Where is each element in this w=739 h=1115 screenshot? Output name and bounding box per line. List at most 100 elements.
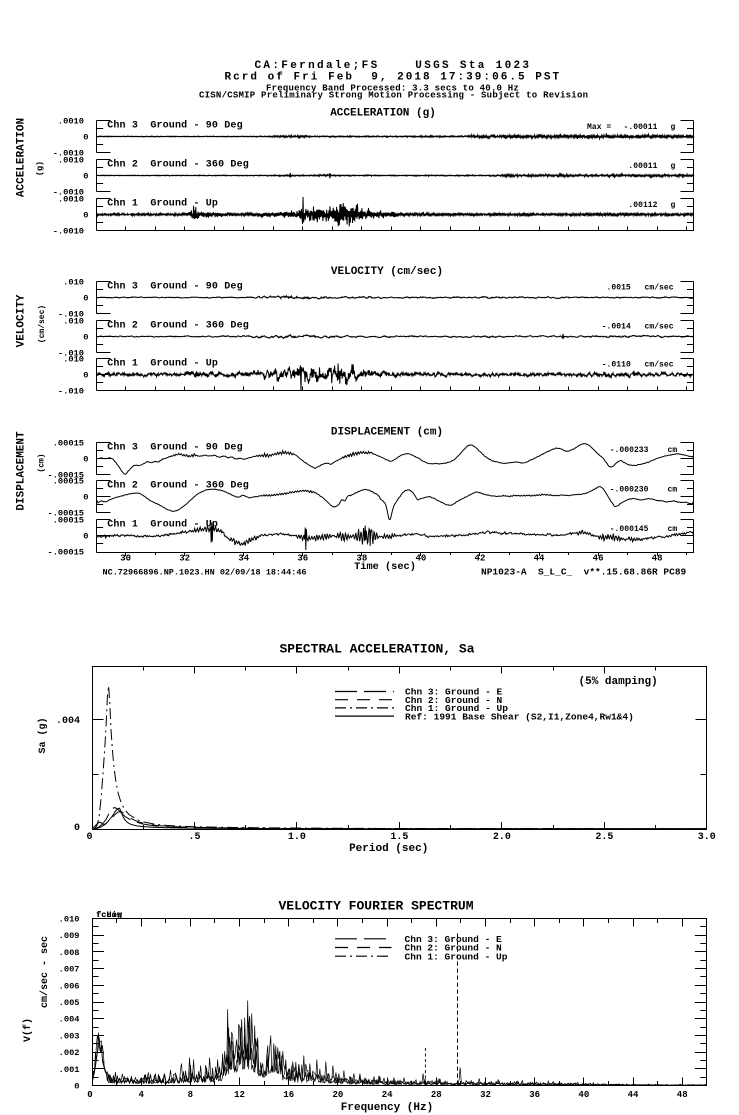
svg-text:3.0: 3.0 [698, 832, 716, 843]
svg-text:Chn 2 Ground - 360 Deg: Chn 2 Ground - 360 Deg [107, 479, 249, 491]
svg-text:fcLow: fcLow [96, 910, 123, 920]
svg-text:0: 0 [74, 823, 80, 834]
svg-text:-.00015: -.00015 [48, 471, 85, 481]
svg-text:.010: .010 [63, 278, 84, 288]
svg-text:.0010: .0010 [58, 195, 84, 205]
svg-text:12: 12 [234, 1090, 245, 1100]
svg-text:0: 0 [86, 832, 92, 843]
svg-text:.0010: .0010 [58, 156, 84, 166]
svg-text:2.5: 2.5 [595, 832, 613, 843]
svg-text:0: 0 [87, 1090, 92, 1100]
svg-text:.001: .001 [59, 1065, 80, 1075]
svg-text:Chn 3: Ground - E: Chn 3: Ground - E [405, 687, 503, 698]
svg-text:48: 48 [677, 1090, 688, 1100]
svg-text:(g): (g) [35, 161, 45, 176]
svg-text:.010: .010 [59, 915, 80, 925]
svg-text:Period (sec): Period (sec) [349, 843, 428, 855]
svg-text:28: 28 [431, 1090, 442, 1100]
svg-text:0: 0 [83, 371, 88, 381]
svg-text:(cm): (cm) [38, 453, 47, 472]
svg-text:ACCELERATION (g): ACCELERATION (g) [330, 108, 436, 120]
svg-text:Max =: Max = [587, 123, 611, 132]
svg-text:Frequency (Hz): Frequency (Hz) [341, 1102, 433, 1114]
svg-text:Chn 3 Ground - 90 Deg: Chn 3 Ground - 90 Deg [107, 441, 243, 453]
svg-text:-.00015: -.00015 [48, 509, 85, 519]
svg-text:Rcrd of Fri Feb 9, 2018 17:39: Rcrd of Fri Feb 9, 2018 17:39:06.5 PST [225, 72, 562, 84]
svg-text:0: 0 [83, 172, 88, 182]
svg-text:0: 0 [83, 294, 88, 304]
svg-text:36: 36 [529, 1090, 540, 1100]
svg-text:.008: .008 [59, 948, 80, 958]
svg-text:.00015: .00015 [53, 477, 84, 487]
svg-text:30: 30 [120, 554, 131, 564]
svg-text:CA:Ferndale;FS USGS Sta 102: CA:Ferndale;FS USGS Sta 1023 [255, 60, 532, 72]
svg-text:(cm/sec): (cm/sec) [38, 305, 47, 343]
svg-text:.005: .005 [59, 998, 80, 1008]
svg-text:-.0010: -.0010 [53, 188, 84, 198]
svg-text:Chn 3 Ground - 90 Deg: Chn 3 Ground - 90 Deg [107, 119, 243, 131]
svg-text:cm/sec: cm/sec [645, 323, 674, 332]
svg-text:Chn 1: Ground - Up: Chn 1: Ground - Up [405, 951, 508, 962]
svg-text:g: g [671, 162, 676, 171]
svg-text:-.000145: -.000145 [610, 525, 649, 534]
svg-text:VELOCITY (cm/sec): VELOCITY (cm/sec) [331, 266, 443, 278]
svg-text:cm/sec: cm/sec [645, 284, 674, 293]
svg-text:0: 0 [83, 455, 88, 465]
svg-text:g: g [671, 123, 676, 132]
svg-text:(5% damping): (5% damping) [579, 676, 658, 688]
svg-text:40: 40 [578, 1090, 589, 1100]
svg-text:Chn 3 Ground - 90 Deg: Chn 3 Ground - 90 Deg [107, 280, 243, 292]
svg-text:-.0110: -.0110 [602, 361, 631, 370]
svg-text:Ref: 1991 Base Shear (S2,I1,Zo: Ref: 1991 Base Shear (S2,I1,Zone4,Rw1&4) [405, 711, 634, 722]
svg-text:NP1023-A S_L_C_ v**.15.68.86: NP1023-A S_L_C_ v**.15.68.86R PC89 [481, 567, 687, 578]
svg-text:32: 32 [480, 1090, 491, 1100]
svg-text:.5: .5 [188, 832, 200, 843]
svg-text:36: 36 [297, 554, 308, 564]
svg-text:.010: .010 [63, 355, 84, 365]
svg-text:fcHig: fcHig [96, 910, 122, 920]
svg-text:.00015: .00015 [53, 516, 84, 526]
svg-text:-.010: -.010 [58, 387, 84, 397]
svg-text:Chn 1 Ground - Up: Chn 1 Ground - Up [107, 518, 218, 530]
svg-text:0: 0 [83, 493, 88, 503]
svg-text:-.000233: -.000233 [610, 446, 649, 455]
svg-text:48: 48 [652, 554, 663, 564]
svg-text:.004: .004 [56, 716, 80, 727]
svg-text:VELOCITY: VELOCITY [16, 294, 28, 347]
svg-text:-.0010: -.0010 [53, 227, 84, 237]
svg-text:-.00015: -.00015 [48, 548, 85, 558]
svg-text:V(f): V(f) [22, 1018, 34, 1042]
svg-text:4: 4 [138, 1090, 144, 1100]
svg-text:0: 0 [83, 133, 88, 143]
svg-text:38: 38 [356, 554, 367, 564]
svg-text:46: 46 [593, 554, 604, 564]
svg-text:Chn 2 Ground - 360 Deg: Chn 2 Ground - 360 Deg [107, 319, 249, 331]
svg-text:VELOCITY FOURIER SPECTRUM: VELOCITY FOURIER SPECTRUM [278, 899, 473, 914]
svg-text:8: 8 [188, 1090, 193, 1100]
svg-text:Sa (g): Sa (g) [37, 717, 49, 753]
svg-text:32: 32 [179, 554, 190, 564]
svg-text:Chn 1 Ground - Up: Chn 1 Ground - Up [107, 197, 218, 209]
svg-text:.006: .006 [59, 981, 80, 991]
svg-text:.00112: .00112 [628, 201, 657, 210]
svg-text:CISN/CSMIP Preliminary Strong: CISN/CSMIP Preliminary Strong Motion Pro… [199, 91, 588, 101]
svg-text:Frequency Band Processed: 3.3: Frequency Band Processed: 3.3 secs to 40… [266, 84, 519, 94]
svg-text:cm: cm [668, 525, 678, 534]
svg-text:1.0: 1.0 [288, 832, 306, 843]
svg-text:-.0010: -.0010 [53, 149, 84, 159]
svg-text:-.0014: -.0014 [602, 323, 631, 332]
svg-text:SPECTRAL ACCELERATION, Sa: SPECTRAL ACCELERATION, Sa [279, 642, 474, 657]
svg-text:16: 16 [283, 1090, 294, 1100]
svg-text:24: 24 [382, 1090, 393, 1100]
svg-text:-.010: -.010 [58, 310, 84, 320]
svg-text:.009: .009 [59, 931, 80, 941]
svg-text:-.010: -.010 [58, 349, 84, 359]
svg-text:0: 0 [83, 211, 88, 221]
svg-text:Chn 2: Ground - N: Chn 2: Ground - N [405, 943, 503, 954]
svg-text:2.0: 2.0 [493, 832, 511, 843]
svg-text:-.000230: -.000230 [610, 486, 649, 495]
svg-text:NC.72966896.NP.1023.HN 02/09/1: NC.72966896.NP.1023.HN 02/09/18 18:44:46 [103, 568, 307, 578]
svg-text:DISPLACEMENT: DISPLACEMENT [16, 431, 28, 511]
svg-text:.0015: .0015 [607, 284, 631, 293]
svg-text:DISPLACEMENT (cm): DISPLACEMENT (cm) [331, 427, 443, 439]
